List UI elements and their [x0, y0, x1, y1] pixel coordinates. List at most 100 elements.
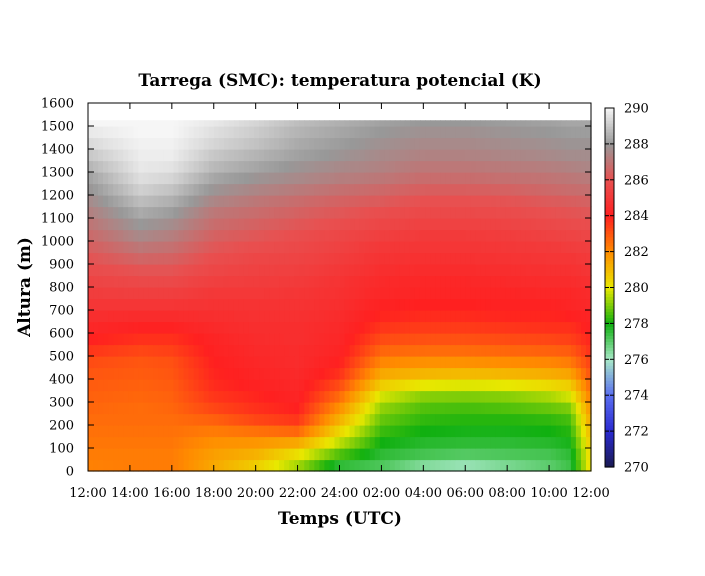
heatmap-cell: [173, 195, 180, 208]
colorbar-tick-label: 278: [624, 317, 649, 332]
heatmap-cell: [238, 367, 245, 380]
heatmap-cell: [510, 149, 517, 162]
heatmap-cell: [560, 390, 567, 403]
heatmap-cell: [550, 310, 557, 323]
heatmap-cell: [550, 120, 557, 127]
heatmap-cell: [324, 137, 331, 150]
heatmap-cell: [289, 402, 295, 415]
heatmap-cell: [430, 120, 436, 127]
heatmap-cell: [133, 252, 139, 265]
heatmap-cell: [274, 448, 280, 461]
heatmap-cell: [515, 183, 522, 196]
heatmap-cell: [525, 160, 532, 173]
heatmap-cell: [550, 126, 557, 139]
heatmap-cell: [409, 172, 416, 185]
heatmap-cell: [475, 448, 481, 461]
heatmap-cell: [108, 252, 114, 265]
heatmap-cell: [389, 287, 396, 300]
heatmap-cell: [575, 241, 582, 254]
heatmap-cell: [233, 218, 240, 231]
heatmap-cell: [289, 195, 295, 208]
heatmap-cell: [465, 183, 471, 196]
heatmap-cell: [409, 402, 416, 415]
heatmap-cell: [495, 344, 502, 357]
heatmap-cell: [133, 390, 139, 403]
colorbar-segment: [605, 293, 614, 298]
heatmap-cell: [88, 183, 94, 196]
heatmap-cell: [228, 367, 235, 380]
heatmap-cell: [123, 321, 129, 334]
y-tick-label: 300: [49, 396, 74, 411]
heatmap-cell: [389, 183, 396, 196]
heatmap-cell: [128, 160, 134, 173]
heatmap-cell: [198, 402, 205, 415]
heatmap-cell: [555, 379, 562, 392]
heatmap-cell: [198, 413, 205, 426]
heatmap-cell: [183, 172, 190, 185]
heatmap-cell: [369, 241, 376, 254]
heatmap-cell: [173, 321, 180, 334]
heatmap-cell: [309, 126, 315, 139]
heatmap-cell: [339, 448, 346, 461]
heatmap-cell: [138, 425, 144, 438]
heatmap-cell: [414, 379, 421, 392]
heatmap-cell: [228, 149, 235, 162]
heatmap-cell: [575, 252, 582, 265]
heatmap-cell: [178, 356, 185, 369]
heatmap-cell: [228, 287, 235, 300]
heatmap-cell: [294, 413, 300, 426]
heatmap-cell: [515, 149, 522, 162]
heatmap-cell: [430, 356, 436, 369]
heatmap-cell: [565, 413, 572, 426]
heatmap-cell: [525, 206, 532, 219]
heatmap-cell: [253, 229, 260, 242]
heatmap-cell: [510, 436, 517, 449]
heatmap-cell: [108, 195, 114, 208]
heatmap-cell: [510, 333, 517, 346]
heatmap-cell: [344, 160, 351, 173]
heatmap-cell: [299, 298, 305, 311]
heatmap-cell: [148, 321, 154, 334]
heatmap-cell: [540, 264, 547, 277]
heatmap-cell: [520, 275, 527, 288]
heatmap-cell: [274, 206, 280, 219]
heatmap-cell: [138, 149, 144, 162]
heatmap-cell: [339, 413, 346, 426]
heatmap-cell: [550, 390, 557, 403]
heatmap-cell: [324, 390, 331, 403]
heatmap-cell: [460, 425, 466, 438]
heatmap-cell: [570, 356, 577, 369]
heatmap-cell: [535, 356, 542, 369]
heatmap-cell: [440, 137, 446, 150]
heatmap-cell: [173, 333, 180, 346]
heatmap-cell: [108, 402, 114, 415]
heatmap-cell: [540, 206, 547, 219]
heatmap-cell: [369, 344, 376, 357]
heatmap-cell: [138, 264, 144, 277]
heatmap-cell: [304, 344, 310, 357]
heatmap-cell: [238, 287, 245, 300]
heatmap-cell: [409, 298, 416, 311]
heatmap-cell: [238, 126, 245, 139]
heatmap-cell: [445, 356, 451, 369]
heatmap-cell: [440, 448, 446, 461]
heatmap-cell: [128, 402, 134, 415]
heatmap-cell: [349, 367, 356, 380]
heatmap-cell: [248, 275, 255, 288]
heatmap-cell: [575, 149, 582, 162]
heatmap-cell: [369, 298, 376, 311]
heatmap-cell: [334, 172, 341, 185]
heatmap-cell: [425, 241, 431, 254]
colorbar-segment: [605, 419, 614, 423]
heatmap-cell: [294, 379, 300, 392]
heatmap-cell: [450, 402, 456, 415]
heatmap-cell: [550, 149, 557, 162]
heatmap-cell: [440, 367, 446, 380]
heatmap-cell: [213, 241, 220, 254]
heatmap-cell: [399, 275, 406, 288]
heatmap-cell: [364, 448, 371, 461]
heatmap-cell: [289, 183, 295, 196]
heatmap-cell: [364, 425, 371, 438]
heatmap-cell: [475, 356, 481, 369]
heatmap-cell: [425, 356, 431, 369]
